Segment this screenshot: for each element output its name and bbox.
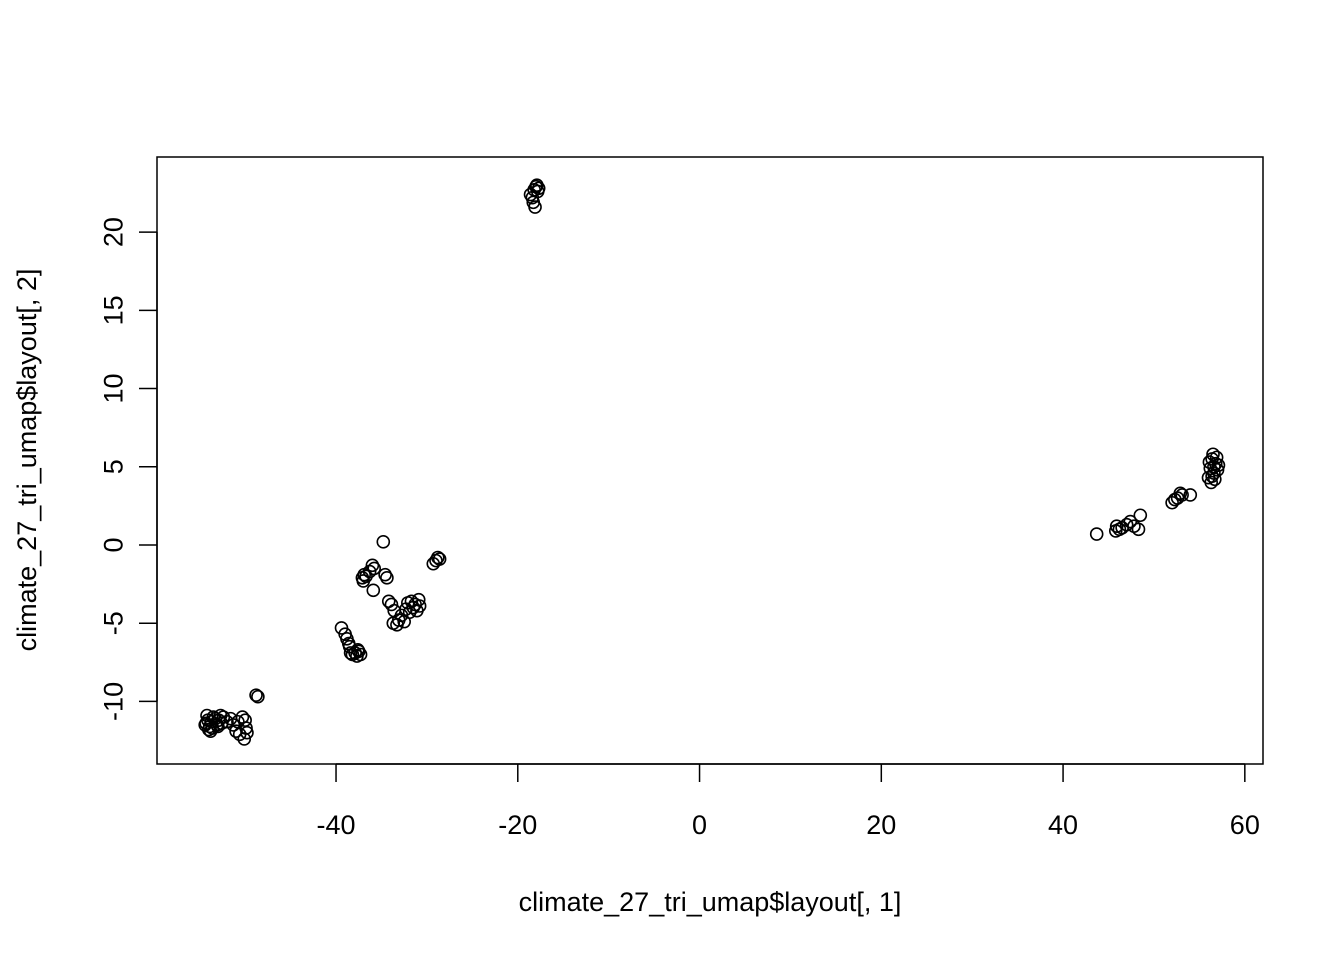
- data-point: [412, 599, 427, 613]
- data-point: [1112, 522, 1127, 537]
- data-point: [525, 190, 540, 205]
- data-point: [384, 597, 399, 612]
- y-tick-label: 20: [98, 217, 128, 247]
- x-axis: -40 -20 0 20 40 60: [317, 763, 1260, 840]
- data-point: [366, 583, 381, 598]
- x-tick-label: -20: [498, 810, 537, 840]
- data-point: [240, 725, 254, 740]
- y-tick-label: 5: [98, 459, 128, 474]
- data-point: [1133, 508, 1148, 523]
- data-point: [1204, 475, 1218, 490]
- data-point: [238, 713, 252, 727]
- data-point: [239, 721, 253, 735]
- x-tick-label: 20: [866, 810, 896, 840]
- data-point: [351, 642, 365, 657]
- data-point: [531, 181, 546, 196]
- x-tick-label: 60: [1230, 810, 1260, 840]
- data-point: [1175, 488, 1189, 502]
- points-layer: [198, 178, 1226, 746]
- data-point: [367, 561, 382, 576]
- data-point: [528, 200, 542, 214]
- y-axis-title: climate_27_tri_umap$layout[, 2]: [12, 269, 42, 652]
- data-point: [432, 552, 447, 566]
- y-tick-label: 15: [98, 295, 128, 325]
- data-point: [1089, 527, 1104, 541]
- data-point: [249, 688, 263, 702]
- data-point: [1202, 455, 1217, 469]
- data-point: [229, 724, 243, 738]
- data-point: [1211, 458, 1226, 472]
- y-tick-label: -10: [98, 682, 128, 721]
- x-axis-title: climate_27_tri_umap$layout[, 1]: [519, 887, 902, 917]
- y-tick-label: 0: [98, 537, 128, 552]
- data-point: [1109, 519, 1124, 534]
- y-tick-label: -5: [98, 611, 128, 635]
- data-point: [1183, 488, 1198, 502]
- data-point: [1131, 522, 1146, 537]
- data-point: [411, 592, 426, 607]
- data-point: [380, 571, 394, 585]
- plot-frame: [156, 156, 1264, 765]
- data-point: [251, 689, 265, 704]
- data-point: [220, 714, 234, 729]
- x-tick-label: 0: [692, 810, 707, 840]
- y-tick-label: 10: [98, 374, 128, 404]
- data-point: [1173, 486, 1188, 501]
- data-point: [376, 535, 391, 549]
- data-point: [431, 550, 445, 565]
- x-tick-label: 40: [1048, 810, 1078, 840]
- x-tick-label: -40: [317, 810, 356, 840]
- data-point: [1205, 469, 1219, 483]
- y-axis: -10 -5 0 5 10 15 20: [98, 217, 158, 721]
- data-point: [343, 646, 358, 660]
- data-point: [1119, 517, 1134, 532]
